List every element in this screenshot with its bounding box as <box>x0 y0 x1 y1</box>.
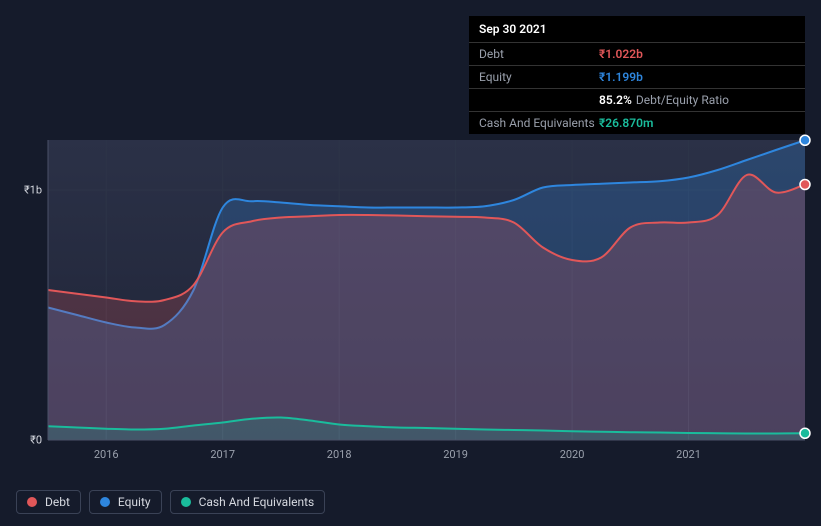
tooltip-row-value: 85.2%Debt/Equity Ratio <box>599 93 729 107</box>
tooltip-date: Sep 30 2021 <box>469 16 805 43</box>
legend-label: Cash And Equivalents <box>199 495 315 509</box>
legend-item[interactable]: Equity <box>89 490 162 514</box>
chart-legend: Debt Equity Cash And Equivalents <box>16 490 325 514</box>
x-axis-label: 2017 <box>210 448 235 461</box>
legend-label: Debt <box>45 495 70 509</box>
legend-label: Equity <box>118 495 151 509</box>
x-axis-label: 2016 <box>94 448 119 461</box>
tooltip-row-label: Cash And Equivalents <box>479 116 599 130</box>
tooltip-row: Equity₹1.199b <box>469 66 805 89</box>
legend-swatch <box>27 497 37 507</box>
tooltip-row: Debt₹1.022b <box>469 43 805 66</box>
tooltip-row: 85.2%Debt/Equity Ratio <box>469 89 805 112</box>
x-axis-label: 2018 <box>327 448 352 461</box>
x-axis-label: 2019 <box>443 448 468 461</box>
legend-item[interactable]: Debt <box>16 490 81 514</box>
y-axis-label: ₹0 <box>30 434 42 447</box>
tooltip-row-label <box>479 93 599 107</box>
x-axis-label: 2021 <box>676 448 701 461</box>
tooltip-row-value: ₹1.199b <box>599 70 643 84</box>
legend-swatch <box>100 497 110 507</box>
tooltip-row-value: ₹26.870m <box>599 116 653 130</box>
chart-tooltip: Sep 30 2021 Debt₹1.022bEquity₹1.199b85.2… <box>469 16 805 134</box>
tooltip-row-label: Debt <box>479 47 599 61</box>
tooltip-row-label: Equity <box>479 70 599 84</box>
legend-item[interactable]: Cash And Equivalents <box>170 490 326 514</box>
legend-swatch <box>181 497 191 507</box>
y-axis-label: ₹1b <box>24 184 42 197</box>
x-axis-label: 2020 <box>560 448 585 461</box>
tooltip-row-value: ₹1.022b <box>599 47 643 61</box>
tooltip-row: Cash And Equivalents₹26.870m <box>469 112 805 134</box>
